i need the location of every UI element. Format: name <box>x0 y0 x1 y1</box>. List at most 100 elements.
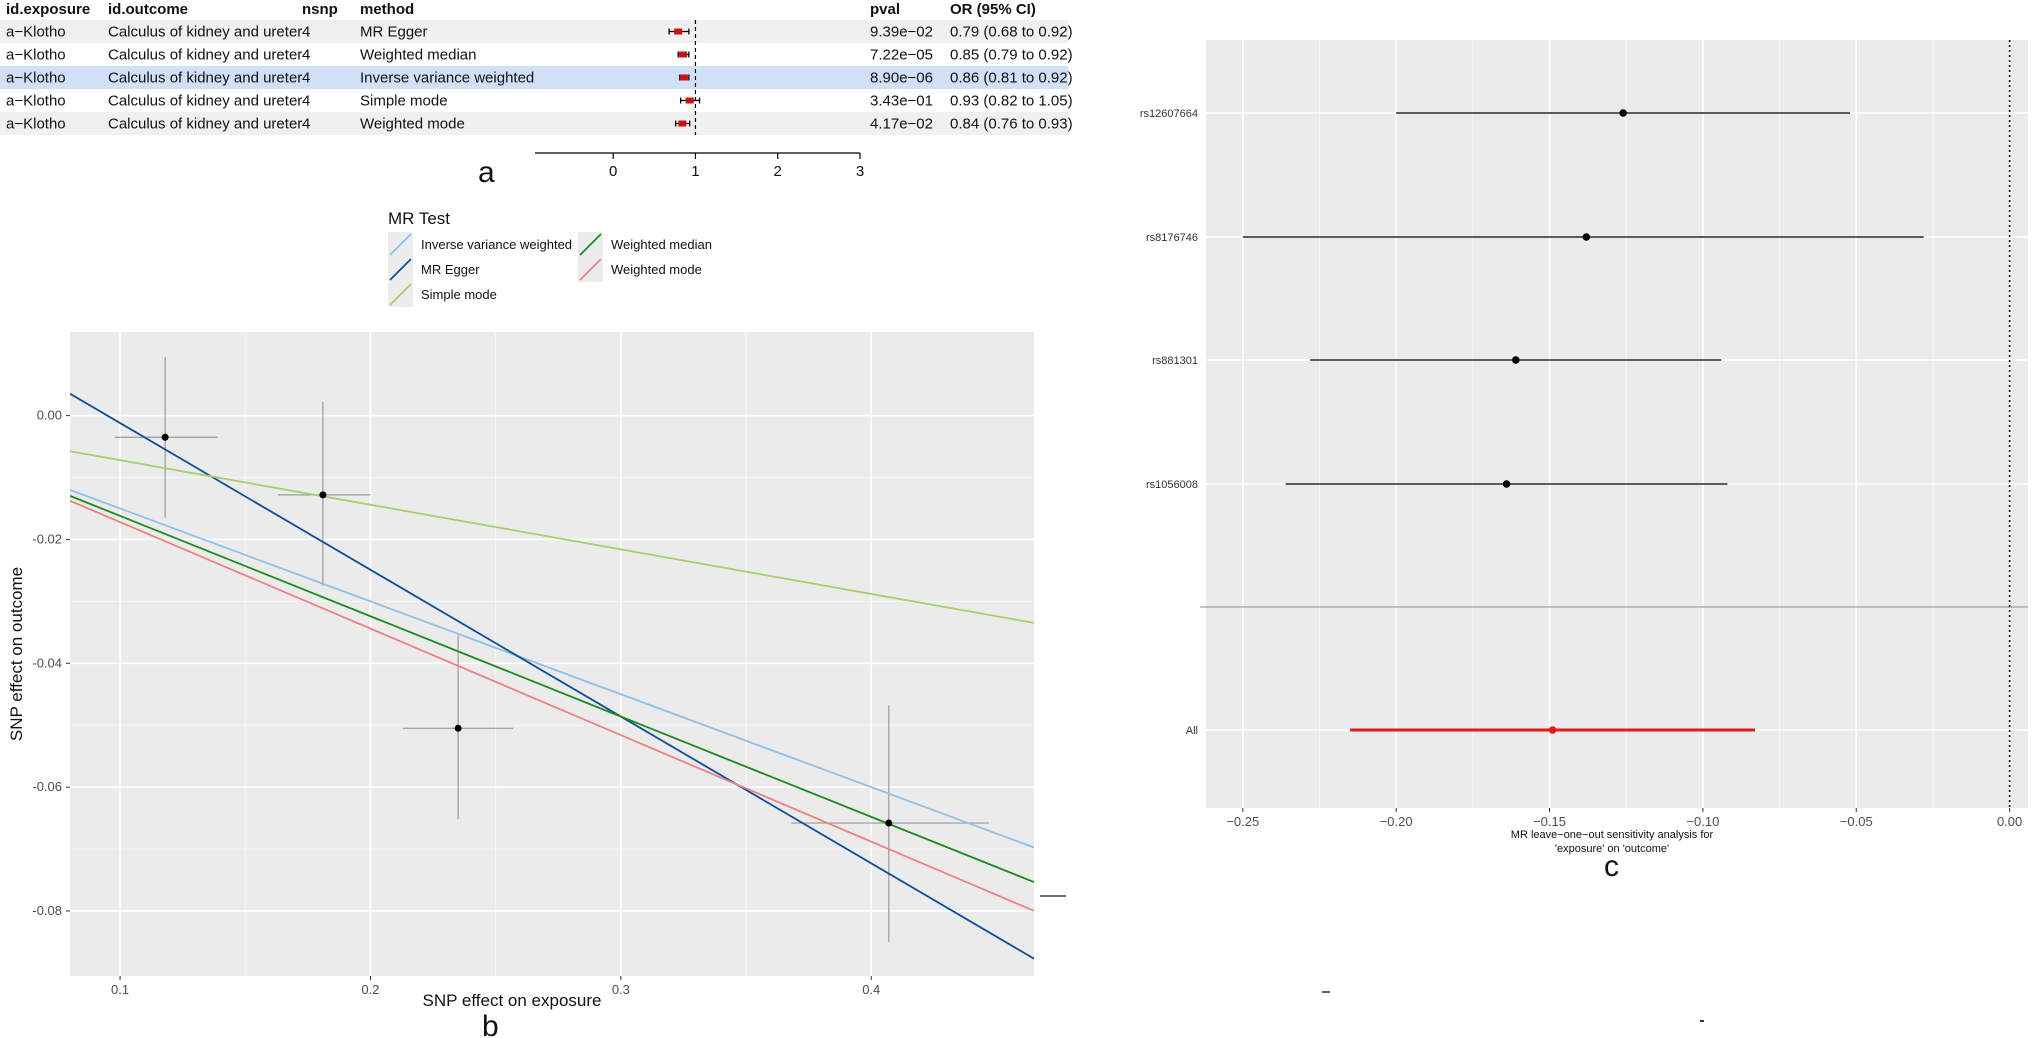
table-cell-nsnp: 4 <box>302 24 310 41</box>
snp-point <box>161 433 169 441</box>
legend-key-line <box>579 233 602 256</box>
table-cell-or_text: 0.84 (0.76 to 0.93) <box>950 116 1073 133</box>
col-header-pval: pval <box>870 1 900 18</box>
table-cell-exposure: a−Klotho <box>6 93 66 110</box>
forest-point <box>685 97 694 104</box>
table-cell-or_text: 0.85 (0.79 to 0.92) <box>950 47 1073 64</box>
x-tick-label: 0.4 <box>862 982 880 997</box>
table-cell-pval: 4.17e−02 <box>870 116 933 133</box>
loo-point <box>1502 480 1511 488</box>
x-tick-label: 0.2 <box>361 982 379 997</box>
snp-point <box>319 491 327 499</box>
table-header: id.exposure id.outcome nsnp method pval … <box>6 1 1036 18</box>
table-cell-outcome: Calculus of kidney and ureter <box>108 47 302 64</box>
panel-c-leave-one-out: rs12607664rs8176746rs881301rs1056008All … <box>1140 40 2028 1022</box>
snp-label: rs12607664 <box>1140 108 1198 120</box>
table-cell-method: Weighted median <box>360 47 476 64</box>
legend-label: Inverse variance weighted <box>421 237 572 252</box>
table-row <box>0 20 1068 43</box>
snp-point <box>885 819 893 827</box>
snp-label: All <box>1186 725 1198 737</box>
table-cell-outcome: Calculus of kidney and ureter <box>108 116 302 133</box>
forest-point <box>679 74 688 81</box>
table-cell-exposure: a−Klotho <box>6 70 66 87</box>
y-tick-label: -0.04 <box>32 655 62 670</box>
x-tick-label: 0.3 <box>612 982 630 997</box>
table-cell-pval: 7.22e−05 <box>870 47 933 64</box>
x-axis-title-line2: 'exposure' on 'outcome' <box>1555 843 1669 855</box>
forest-point <box>674 28 683 35</box>
panel-b-scatter: MR Test Inverse variance weighted MR Egge… <box>7 209 1066 1038</box>
x-tick-label: 0.1 <box>111 982 129 997</box>
table-cell-or_text: 0.79 (0.68 to 0.92) <box>950 24 1073 41</box>
col-header-or: OR (95% CI) <box>950 1 1036 18</box>
legend-key-line <box>579 258 602 281</box>
x-tick-label: −0.25 <box>1226 814 1259 829</box>
legend-label: Weighted mode <box>611 262 702 277</box>
loo-point <box>1548 726 1557 734</box>
regression-line-simple <box>70 450 1034 624</box>
loo-point <box>1511 356 1520 364</box>
panel-c-background <box>1206 40 2028 808</box>
x-tick-label: 3 <box>856 163 864 180</box>
x-tick-label: 2 <box>774 163 782 180</box>
regression-line-egger <box>70 392 1034 960</box>
legend-label: MR Egger <box>421 262 480 277</box>
y-tick-label: -0.06 <box>32 779 62 794</box>
snp-label: rs1056008 <box>1146 479 1198 491</box>
y-tick-label: 0.00 <box>37 408 62 423</box>
table-cell-outcome: Calculus of kidney and ureter <box>108 70 302 87</box>
x-axis-title: SNP effect on exposure <box>423 991 602 1010</box>
forest-point <box>679 51 688 58</box>
y-axis-title: SNP effect on outcome <box>7 567 26 741</box>
panel-b-background <box>70 332 1034 976</box>
table-cell-nsnp: 4 <box>302 70 310 87</box>
table-cell-or_text: 0.86 (0.81 to 0.92) <box>950 70 1073 87</box>
table-cell-exposure: a−Klotho <box>6 24 66 41</box>
forest-point <box>678 120 687 127</box>
x-tick-label: −0.05 <box>1840 814 1873 829</box>
table-cell-exposure: a−Klotho <box>6 47 66 64</box>
loo-point <box>1619 109 1627 117</box>
snp-point <box>454 724 462 732</box>
snp-label: rs881301 <box>1152 355 1198 367</box>
table-cell-pval: 8.90e−06 <box>870 70 933 87</box>
table-cell-outcome: Calculus of kidney and ureter <box>108 24 302 41</box>
table-cell-or_text: 0.93 (0.82 to 1.05) <box>950 93 1073 110</box>
legend-label: Weighted median <box>611 237 712 252</box>
regression-line-wmode <box>70 499 1034 912</box>
x-tick-label: 0.00 <box>1997 814 2022 829</box>
legend-key-line <box>389 258 412 281</box>
table-cell-nsnp: 4 <box>302 116 310 133</box>
table-cell-exposure: a−Klotho <box>6 116 66 133</box>
loo-point <box>1582 233 1591 241</box>
table-row <box>0 89 1068 112</box>
table-cell-pval: 9.39e−02 <box>870 24 933 41</box>
regression-line-ivw <box>70 489 1034 849</box>
legend-label: Simple mode <box>421 287 497 302</box>
table-row <box>0 66 1068 89</box>
col-header-nsnp: nsnp <box>302 1 338 18</box>
regression-line-wmedian <box>70 495 1034 883</box>
legend-title: MR Test <box>388 209 450 228</box>
legend-key-line <box>389 233 412 256</box>
y-tick-label: -0.08 <box>32 903 62 918</box>
table-cell-outcome: Calculus of kidney and ureter <box>108 93 302 110</box>
table-cell-method: Simple mode <box>360 93 448 110</box>
table-cell-method: Weighted mode <box>360 116 465 133</box>
panel-a-forest-table: a−Klotho Calculus of kidney and ureter 4 MR… <box>0 1 1073 189</box>
table-cell-method: MR Egger <box>360 24 428 41</box>
col-header-method: method <box>360 1 414 18</box>
col-header-exposure: id.exposure <box>6 1 90 18</box>
table-cell-nsnp: 4 <box>302 47 310 64</box>
panel-label-a: a <box>478 156 495 189</box>
table-row <box>0 43 1068 66</box>
x-tick-label: 0 <box>609 163 617 180</box>
legend: MR Test Inverse variance weighted MR Egge… <box>388 209 712 307</box>
table-row <box>0 112 1068 135</box>
table-cell-pval: 3.43e−01 <box>870 93 933 110</box>
legend-key-line <box>389 283 412 306</box>
x-axis-title-line1: MR leave−one−out sensitivity analysis fo… <box>1511 829 1714 841</box>
snp-label: rs8176746 <box>1146 232 1198 244</box>
